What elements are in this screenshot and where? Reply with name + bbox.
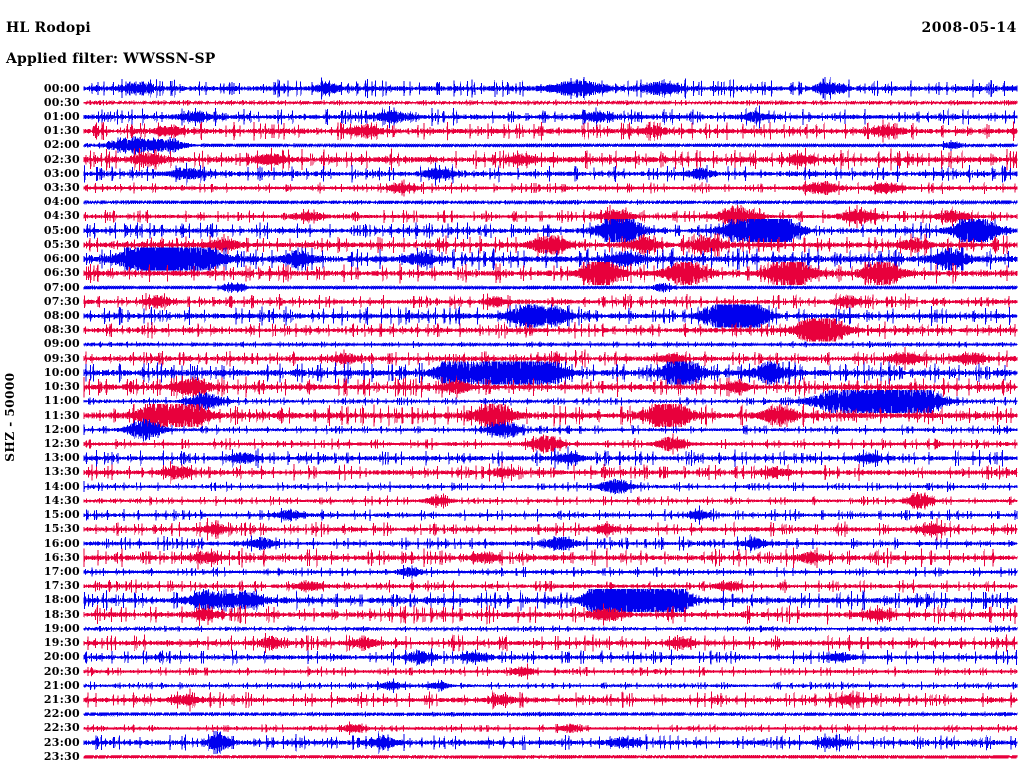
time-tick-label: 13:00: [43, 451, 80, 465]
time-tick-label: 03:00: [43, 166, 80, 180]
time-tick-label: 11:30: [43, 408, 80, 422]
time-tick-label: 18:00: [43, 593, 80, 607]
applied-filter-label: Applied filter: WWSSN-SP: [6, 51, 216, 67]
time-tick-label: 01:00: [43, 109, 80, 123]
time-tick-label: 17:00: [43, 564, 80, 578]
time-tick-label: 13:30: [43, 465, 80, 479]
time-tick-label: 19:30: [43, 636, 80, 650]
time-tick-label: 01:30: [43, 124, 80, 138]
time-tick-label: 10:30: [43, 380, 80, 394]
time-tick-label: 14:30: [43, 493, 80, 507]
time-tick-label: 15:30: [43, 522, 80, 536]
time-tick-label: 05:30: [43, 237, 80, 251]
record-date: 2008-05-14: [921, 20, 1017, 36]
time-tick-label: 08:30: [43, 323, 80, 337]
time-tick-label: 20:30: [43, 664, 80, 678]
time-tick-label: 21:00: [43, 678, 80, 692]
time-tick-label: 22:00: [43, 707, 80, 721]
time-tick-label: 17:30: [43, 579, 80, 593]
time-tick-label: 12:30: [43, 437, 80, 450]
time-tick-label: 09:30: [43, 351, 80, 365]
time-tick-label: 11:00: [43, 394, 80, 408]
time-tick-label: 02:00: [43, 138, 80, 152]
time-tick-label: 08:00: [43, 309, 80, 323]
time-tick-label: 10:00: [43, 365, 80, 379]
time-tick-label: 15:00: [43, 508, 80, 522]
time-tick-label: 06:00: [43, 252, 80, 266]
time-tick-label: 07:00: [43, 280, 80, 294]
time-tick-label: 21:30: [43, 692, 80, 706]
time-tick-label: 18:30: [43, 607, 80, 621]
time-tick-label: 00:30: [43, 95, 80, 109]
time-tick-label: 19:00: [43, 621, 80, 635]
time-tick-label: 06:30: [43, 266, 80, 280]
time-tick-label: 03:30: [43, 181, 80, 195]
time-tick-label: 12:00: [43, 422, 80, 436]
time-tick-label: 09:00: [43, 337, 80, 351]
time-tick-label: 16:30: [43, 550, 80, 564]
station-title: HL Rodopi: [6, 20, 91, 36]
time-tick-label: 07:30: [43, 294, 80, 308]
time-tick-label: 23:00: [43, 735, 80, 749]
time-tick-label: 23:30: [43, 749, 80, 763]
time-tick-label: 20:00: [43, 650, 80, 664]
time-tick-label: 04:00: [43, 195, 80, 209]
time-tick-label: 22:30: [43, 721, 80, 735]
time-tick-label: 14:00: [43, 479, 80, 493]
time-tick-label: 00:00: [43, 81, 80, 95]
time-tick-label: 04:30: [43, 209, 80, 223]
time-tick-label: 16:00: [43, 536, 80, 550]
time-tick-label: 02:30: [43, 152, 80, 166]
time-tick-label: 05:00: [43, 223, 80, 237]
